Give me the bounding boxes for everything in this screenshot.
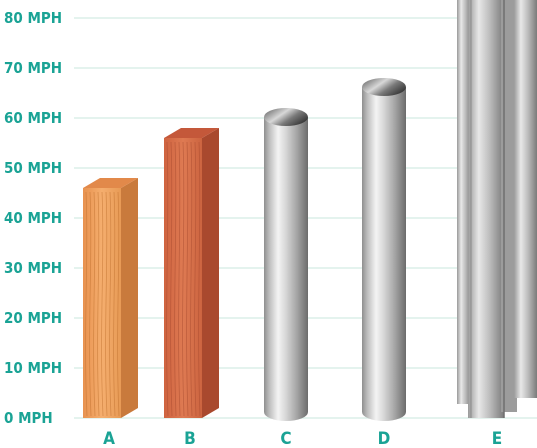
x-axis-ticks: A B C D E [103,429,502,448]
x-tick-label: C [280,429,291,448]
bar-D [362,78,406,421]
x-tick-label: D [378,429,391,448]
y-axis-ticks: 0 MPH 10 MPH 20 MPH 30 MPH 40 MPH 50 MPH 60 MP… [4,9,62,427]
y-tick-label: 20 MPH [4,309,62,327]
bar-B [164,128,219,418]
y-tick-label: 80 MPH [4,9,62,27]
bar-C [264,108,308,421]
x-tick-label: B [184,429,196,448]
y-tick-label: 10 MPH [4,359,62,377]
y-tick-label: 0 MPH [4,409,53,427]
y-tick-label: 30 MPH [4,259,62,277]
bar-layer [83,0,537,421]
x-tick-label: E [492,429,502,448]
y-tick-label: 60 MPH [4,109,62,127]
x-tick-label: A [103,429,115,448]
y-tick-label: 50 MPH [4,159,62,177]
bar-A [83,178,138,418]
bar-E [457,0,537,418]
y-tick-label: 40 MPH [4,209,62,227]
y-tick-label: 70 MPH [4,59,62,77]
